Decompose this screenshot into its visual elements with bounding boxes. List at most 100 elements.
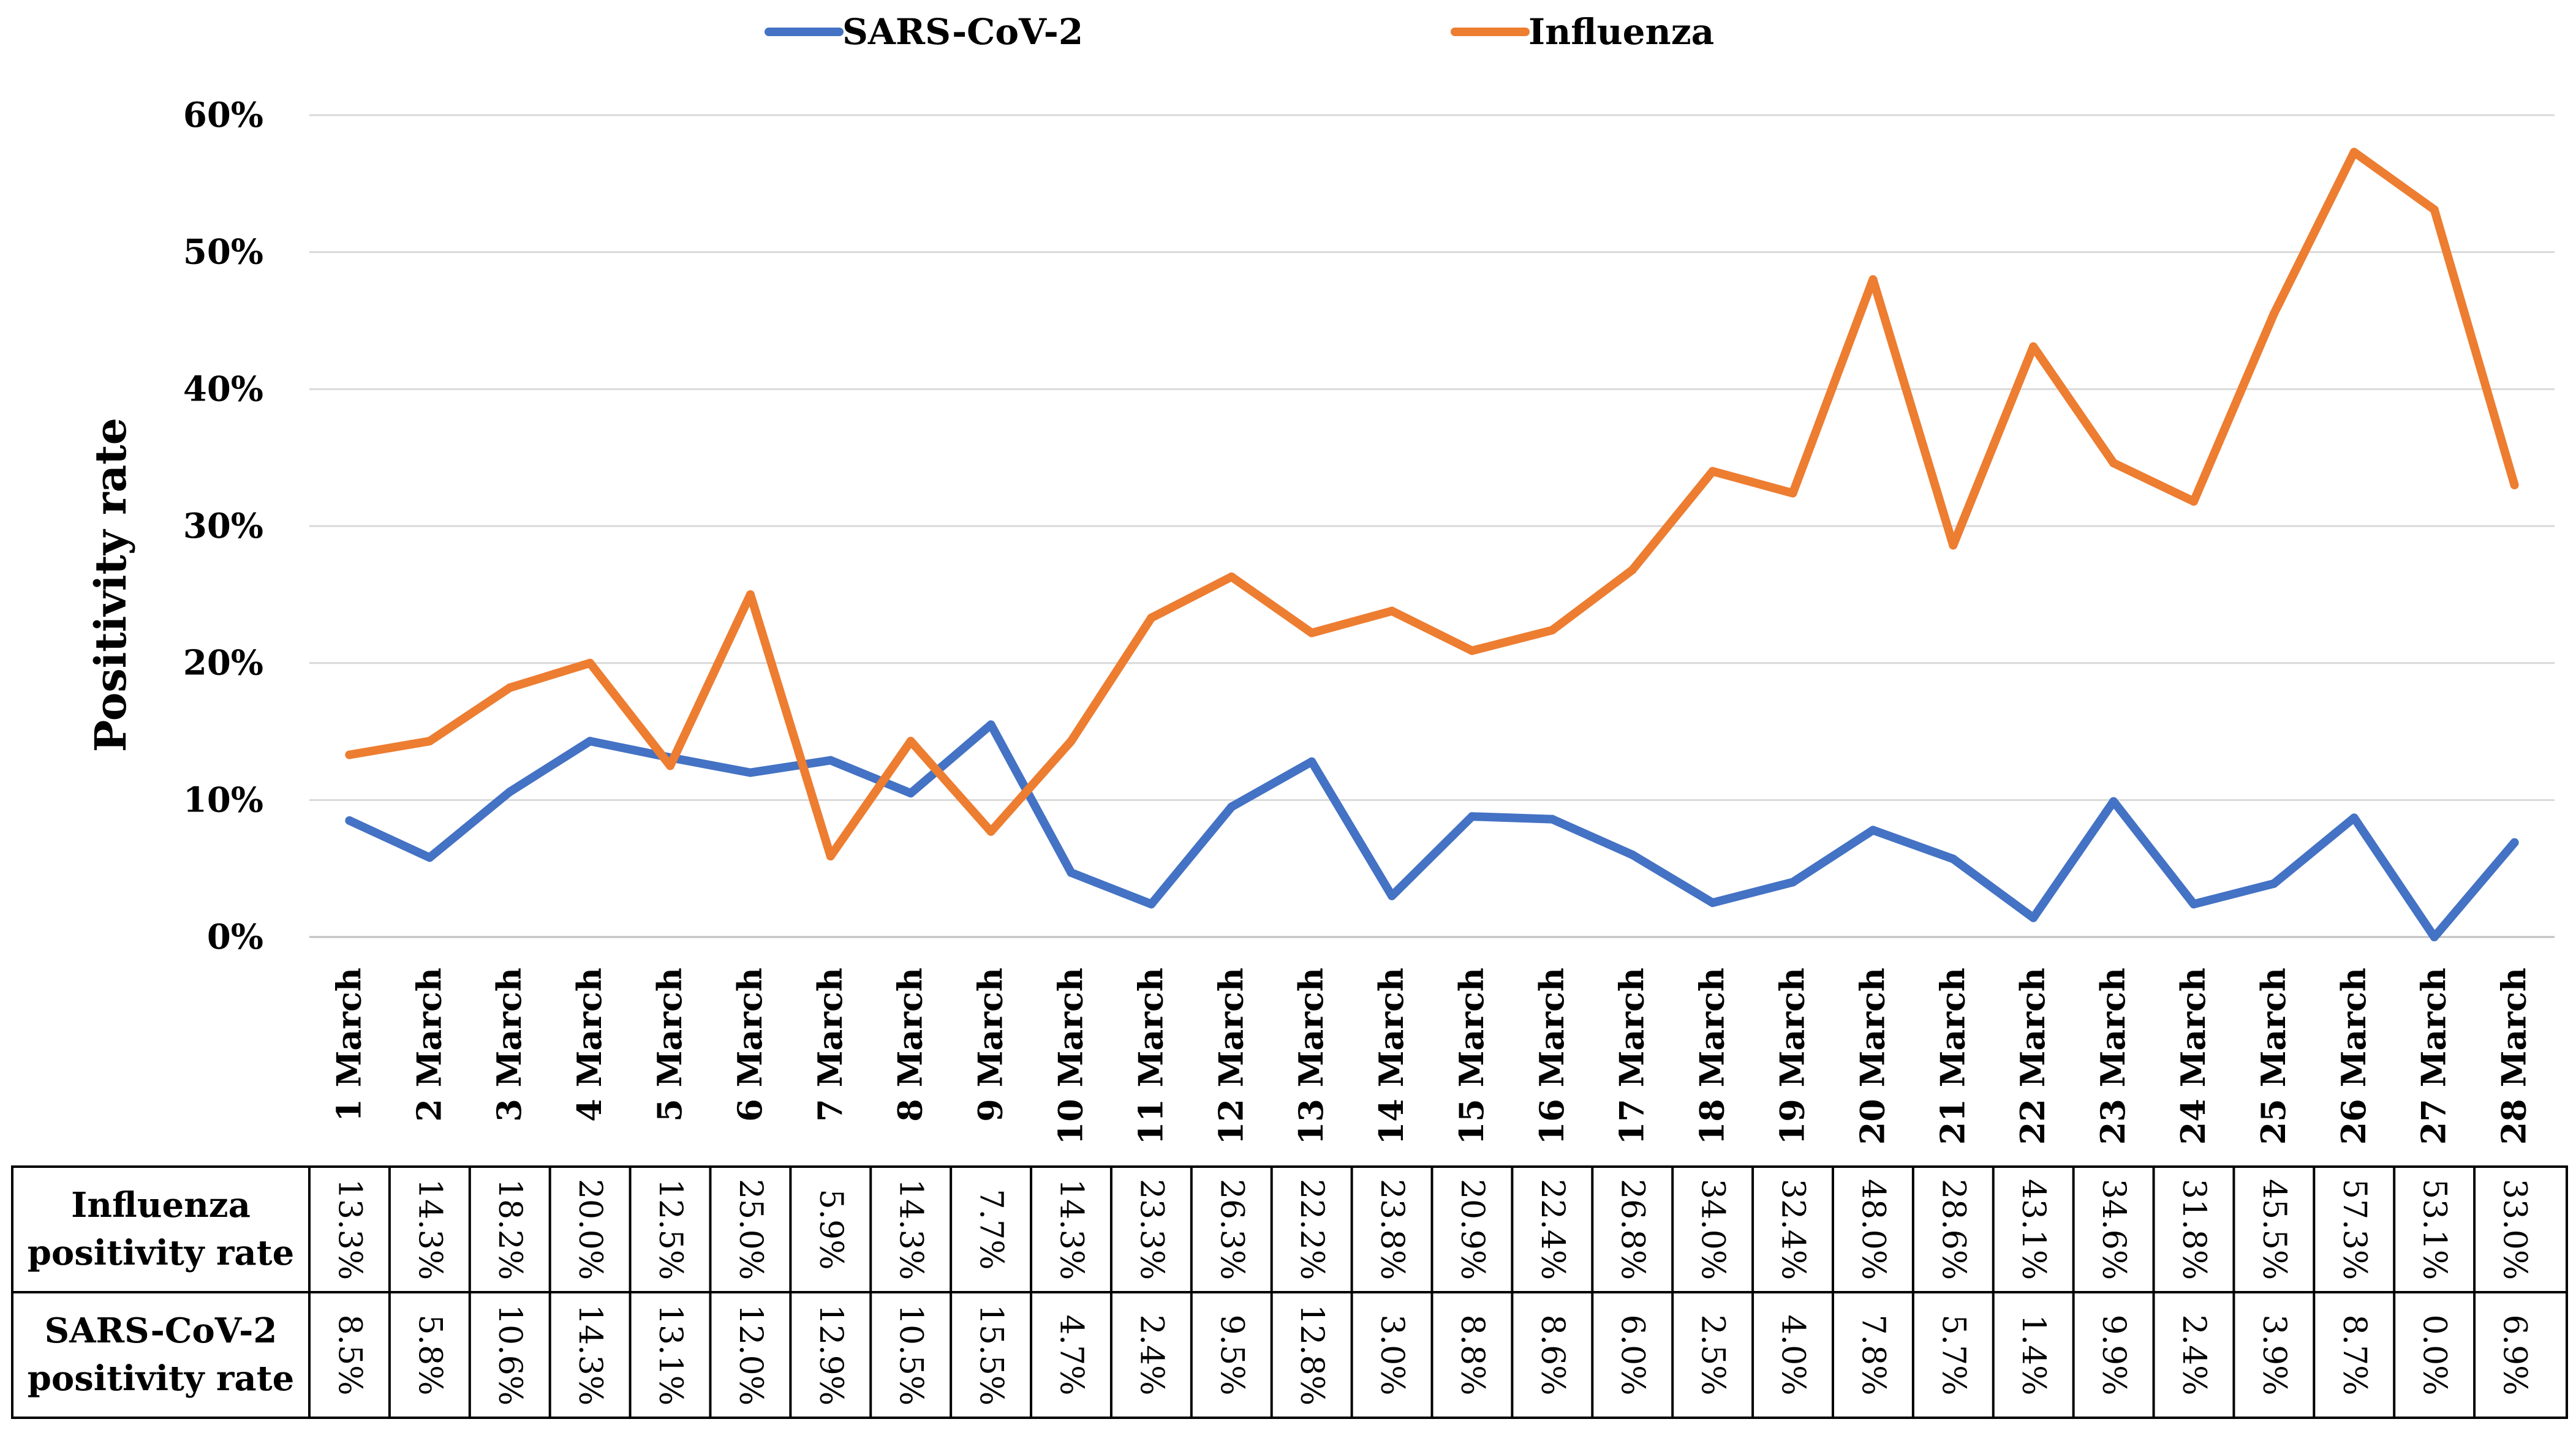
table-cell: 6.0% xyxy=(1614,1314,1651,1395)
x-tick-label: 12 March xyxy=(1211,968,1250,1145)
table-cell: 8.8% xyxy=(1454,1314,1490,1395)
data-point-influenza xyxy=(1949,541,1958,550)
table-cell: 32.4% xyxy=(1775,1179,1811,1280)
table-cell: 8.7% xyxy=(2336,1314,2373,1395)
x-tick-label: 20 March xyxy=(1853,968,1892,1145)
data-point-sars-cov-2 xyxy=(2109,797,2118,806)
table-cell: 3.0% xyxy=(1373,1314,1410,1395)
x-tick-label: 23 March xyxy=(2093,968,2132,1145)
data-point-sars-cov-2 xyxy=(2430,933,2439,941)
x-tick-label: 9 March xyxy=(971,968,1010,1122)
table-cell: 34.6% xyxy=(2095,1179,2132,1280)
table-cell: 13.1% xyxy=(652,1304,689,1406)
table-cell: 5.8% xyxy=(411,1314,448,1395)
table-cell: 15.5% xyxy=(973,1304,1010,1406)
table-cell: 5.9% xyxy=(812,1189,849,1270)
data-point-influenza xyxy=(2109,459,2118,468)
data-point-sars-cov-2 xyxy=(505,787,515,796)
x-tick-label: 17 March xyxy=(1612,968,1652,1145)
y-axis-label: Positivity rate xyxy=(85,418,136,752)
table-cell: 14.3% xyxy=(572,1304,608,1406)
table-cell: 7.8% xyxy=(1854,1314,1891,1395)
table-cell: 13.3% xyxy=(331,1179,368,1280)
x-tick-label: 13 March xyxy=(1291,968,1331,1145)
table-cell: 10.6% xyxy=(491,1304,528,1406)
table-row-header: positivity rate xyxy=(28,1358,294,1399)
table-cell: 34.0% xyxy=(1694,1179,1731,1280)
data-point-influenza xyxy=(2430,205,2439,214)
table-cell: 14.3% xyxy=(893,1179,929,1280)
x-tick-label: 11 March xyxy=(1131,968,1170,1145)
table-cell: 2.5% xyxy=(1694,1314,1731,1395)
table-cell: 22.4% xyxy=(1534,1179,1571,1280)
table-cell: 5.7% xyxy=(1935,1314,1971,1395)
table-cell: 6.9% xyxy=(2496,1314,2533,1395)
table-cell: 4.7% xyxy=(1052,1314,1089,1395)
table-cell: 10.5% xyxy=(893,1304,929,1406)
table-cell: 4.0% xyxy=(1775,1314,1811,1395)
data-point-sars-cov-2 xyxy=(1147,900,1156,909)
table-cell: 9.9% xyxy=(2095,1314,2132,1395)
data-point-influenza xyxy=(1708,467,1717,476)
table-cell: 12.0% xyxy=(732,1304,769,1406)
data-point-sars-cov-2 xyxy=(1788,878,1797,887)
data-point-influenza xyxy=(1788,489,1797,498)
data-point-sars-cov-2 xyxy=(2269,879,2278,888)
table-cell: 33.0% xyxy=(2496,1179,2533,1280)
table-row-header: Influenza xyxy=(71,1185,251,1225)
data-point-sars-cov-2 xyxy=(1628,850,1637,859)
table-cell: 8.5% xyxy=(331,1314,368,1395)
table-cell: 23.3% xyxy=(1133,1179,1169,1280)
table-cell: 26.8% xyxy=(1614,1179,1651,1280)
x-tick-label: 3 March xyxy=(489,968,529,1122)
data-point-influenza xyxy=(2269,309,2278,318)
x-tick-label: 6 March xyxy=(730,968,769,1122)
data-point-sars-cov-2 xyxy=(2029,913,2038,922)
table-row-header: positivity rate xyxy=(28,1233,294,1273)
data-point-influenza xyxy=(425,737,434,746)
table-cell: 2.4% xyxy=(2175,1314,2212,1395)
table-cell: 3.9% xyxy=(2256,1314,2292,1395)
x-tick-label: 24 March xyxy=(2174,968,2213,1145)
y-tick-label: 50% xyxy=(183,232,263,273)
table-cell: 28.6% xyxy=(1935,1179,1971,1280)
table-cell: 53.1% xyxy=(2416,1179,2453,1280)
table-cell: 22.2% xyxy=(1293,1179,1330,1280)
data-point-influenza xyxy=(505,683,515,692)
x-tick-label: 7 March xyxy=(810,968,850,1122)
x-tick-label: 18 March xyxy=(1693,968,1732,1145)
table-cell: 0.0% xyxy=(2416,1314,2453,1395)
data-point-influenza xyxy=(986,827,995,836)
table-cell: 12.9% xyxy=(812,1304,849,1406)
x-tick-label: 14 March xyxy=(1372,968,1411,1145)
table-cell: 18.2% xyxy=(491,1179,528,1280)
data-point-sars-cov-2 xyxy=(2510,838,2519,847)
y-tick-label: 30% xyxy=(183,506,263,546)
x-tick-label: 10 March xyxy=(1051,968,1090,1145)
legend-label-sars-cov-2: SARS-CoV-2 xyxy=(842,11,1083,53)
table-cell: 43.1% xyxy=(2015,1179,2052,1280)
table-cell: 12.8% xyxy=(1293,1304,1330,1406)
data-point-influenza xyxy=(1628,565,1637,574)
table-cell: 1.4% xyxy=(2015,1314,2052,1395)
data-table: Influenza positivity rate 13.3% 14.3% 18.2% 2… xyxy=(11,1165,2568,1419)
table-cell: 20.9% xyxy=(1454,1179,1490,1280)
x-tick-label: 25 March xyxy=(2254,968,2293,1145)
y-tick-label: 10% xyxy=(183,780,263,820)
data-point-sars-cov-2 xyxy=(425,853,434,862)
y-tick-label: 0% xyxy=(207,917,263,957)
table-cell: 25.0% xyxy=(732,1179,769,1280)
y-axis-ticks: 0% 10% 20% 30% 40% 50% 60% xyxy=(183,95,263,957)
data-point-influenza xyxy=(1067,737,1076,746)
data-point-influenza xyxy=(586,658,595,668)
data-point-influenza xyxy=(746,590,755,599)
data-point-sars-cov-2 xyxy=(826,756,835,765)
series-line-sars-cov-2 xyxy=(345,720,2519,941)
series-lines xyxy=(345,148,2519,941)
data-point-sars-cov-2 xyxy=(1067,868,1076,877)
data-point-sars-cov-2 xyxy=(345,816,354,825)
x-tick-label: 15 March xyxy=(1452,968,1491,1145)
table-cell: 12.5% xyxy=(652,1179,689,1280)
data-point-sars-cov-2 xyxy=(2349,813,2359,822)
